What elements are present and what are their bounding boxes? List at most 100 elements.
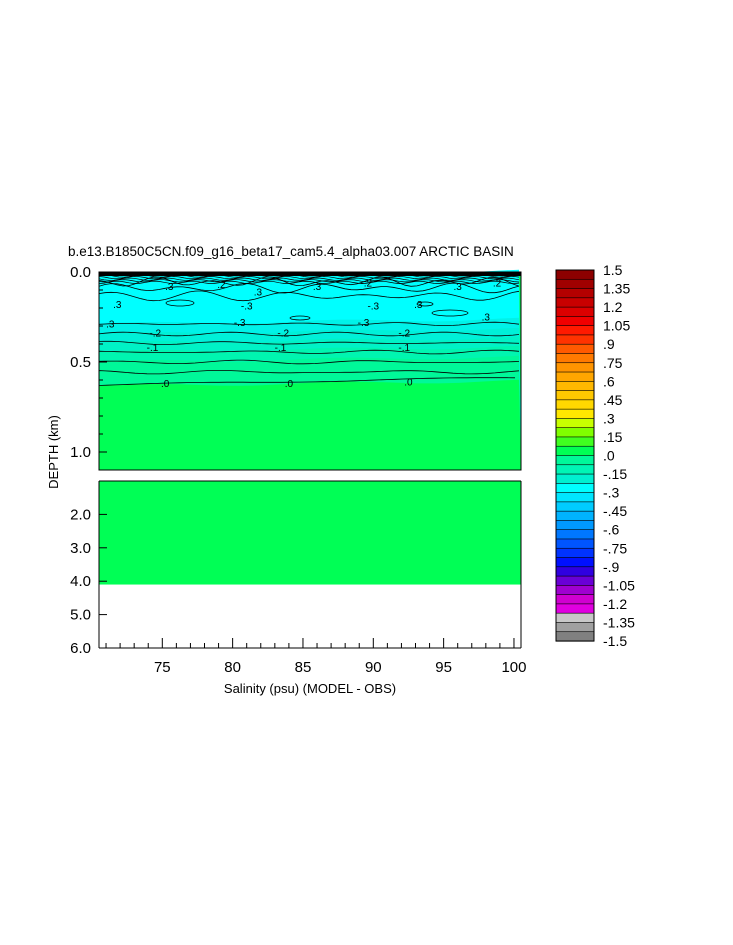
colorbar-label: .6 — [603, 373, 615, 389]
deep-fill — [99, 481, 521, 585]
contour-label: -.2 — [360, 278, 372, 289]
colorbar-swatch — [555, 362, 595, 373]
colorbar-label: 1.35 — [603, 281, 630, 297]
colorbar-swatch — [555, 557, 595, 568]
contour-line-surface — [98, 274, 520, 278]
colorbar-swatch — [555, 408, 595, 420]
surface-band — [99, 272, 521, 276]
contour-label: -.1 — [147, 343, 159, 354]
colorbar-label: -1.35 — [603, 615, 635, 631]
lower-panel: 2.0 3.0 4.0 5.0 6.0 75 80 85 90 95 100 — [70, 480, 526, 676]
colorbar-swatch — [555, 622, 595, 633]
colorbar-swatch — [555, 547, 595, 559]
contour-label: .3 — [313, 282, 322, 293]
y-tick-label: 0.5 — [70, 354, 91, 371]
chart-title: b.e13.B1850C5CN.f09_g16_beta17_cam5.4_al… — [68, 244, 514, 259]
colorbar-label: .3 — [603, 410, 615, 426]
colorbar-frame — [555, 269, 595, 642]
colorbar-swatch — [555, 380, 595, 392]
contour-line — [98, 370, 520, 375]
contour-line — [98, 290, 520, 302]
colorbar-swatch — [555, 297, 595, 308]
colorbar-label: -.75 — [603, 540, 627, 556]
x-tick-label: 100 — [501, 659, 526, 676]
colorbar-swatch — [555, 306, 595, 317]
contour-label: -.1 — [275, 343, 287, 354]
colorbar-label: .9 — [603, 336, 615, 352]
colorbar-label: -.6 — [603, 522, 620, 538]
contour-label: .3 — [482, 313, 491, 324]
colorbar-swatch — [555, 325, 595, 336]
colorbar-swatch — [555, 594, 595, 605]
contour-label: -.2 — [398, 329, 410, 340]
colorbar-label: -1.05 — [603, 577, 635, 593]
contour-line-surface — [98, 280, 520, 284]
x-tick-label: 75 — [154, 659, 171, 676]
contour-line-surface — [98, 279, 520, 283]
colorbar-swatch — [555, 473, 595, 484]
colorbar-swatch — [555, 529, 595, 540]
contour-label: .0 — [404, 377, 413, 388]
upper-panel: .3.2.3.3 -.2.3.2.3 -.3 -.3.3.3.3 -.3 -.3-.2 -.… — [70, 264, 522, 471]
colorbar-label: 1.5 — [603, 262, 623, 278]
colorbar-swatch — [555, 631, 595, 642]
contour-line — [98, 359, 520, 365]
y-axis-label: DEPTH (km) — [46, 415, 61, 489]
contour-label: .0 — [285, 379, 294, 390]
y-tick-label: 3.0 — [70, 540, 91, 557]
colorbar-swatch — [555, 575, 595, 586]
colorbar-swatch — [555, 427, 595, 438]
colorbar-swatch — [555, 566, 595, 577]
contour-label: -.2 — [277, 329, 289, 340]
contour-label: .2 — [217, 280, 226, 291]
colorbar-label: -1.5 — [603, 633, 627, 649]
contour-label: .3 — [106, 320, 115, 331]
colorbar-swatch — [555, 316, 595, 327]
colorbar-label: .15 — [603, 429, 623, 445]
x-axis-label: Salinity (psu) (MODEL - OBS) — [224, 681, 396, 696]
colorbar-label: -1.2 — [603, 596, 627, 612]
colorbar-swatch — [555, 538, 595, 549]
y-tick-label: 6.0 — [70, 640, 91, 657]
colorbar-swatch — [555, 501, 595, 512]
colorbar-swatch — [555, 278, 595, 290]
contour-loop — [416, 301, 434, 307]
colorbar-label: -.45 — [603, 503, 627, 519]
colorbar-swatch — [555, 585, 595, 596]
colorbar-label: 1.05 — [603, 318, 630, 334]
contour-label: .3 — [113, 300, 122, 311]
colorbar-swatch — [555, 334, 595, 345]
contour-loop — [165, 299, 195, 307]
contour-line — [98, 340, 520, 346]
colorbar-swatch — [555, 483, 595, 494]
contour-label: -.2 — [149, 329, 161, 340]
colorbar-label: -.9 — [603, 559, 620, 575]
colorbar-swatch — [555, 510, 595, 522]
contour-line-surface — [98, 277, 520, 281]
colorbar-swatch — [555, 269, 595, 280]
colorbar-swatch — [555, 436, 595, 447]
colorbar-swatch — [555, 455, 595, 466]
colorbar: 1.5 1.35 1.2 1.05 .9 .75 .6 .45 .3 .15 .0 -.15 -.3 -.… — [555, 262, 635, 649]
contour-loop — [289, 315, 311, 321]
contour-label: .3 — [454, 282, 463, 293]
colorbar-swatch — [555, 520, 595, 531]
colorbar-label: -.3 — [603, 485, 620, 501]
contour-label: .3 — [254, 287, 263, 298]
contour-label: .0 — [161, 379, 170, 390]
colorbar-swatch — [555, 343, 595, 355]
y-tick-label: 1.0 — [70, 444, 91, 461]
colorbar-swatch — [555, 288, 595, 299]
contour-line — [98, 331, 520, 337]
colorbar-swatch — [555, 418, 595, 429]
x-tick-label: 95 — [435, 659, 452, 676]
colorbar-swatch — [555, 612, 595, 624]
x-tick-label: 90 — [365, 659, 382, 676]
x-tick-label: 80 — [224, 659, 241, 676]
colorbar-swatch — [555, 390, 595, 401]
contour-label: .3 — [165, 282, 174, 293]
contour-label: .2 — [493, 278, 502, 289]
contour-label: -.3 — [358, 318, 370, 329]
colorbar-swatch — [555, 353, 595, 364]
